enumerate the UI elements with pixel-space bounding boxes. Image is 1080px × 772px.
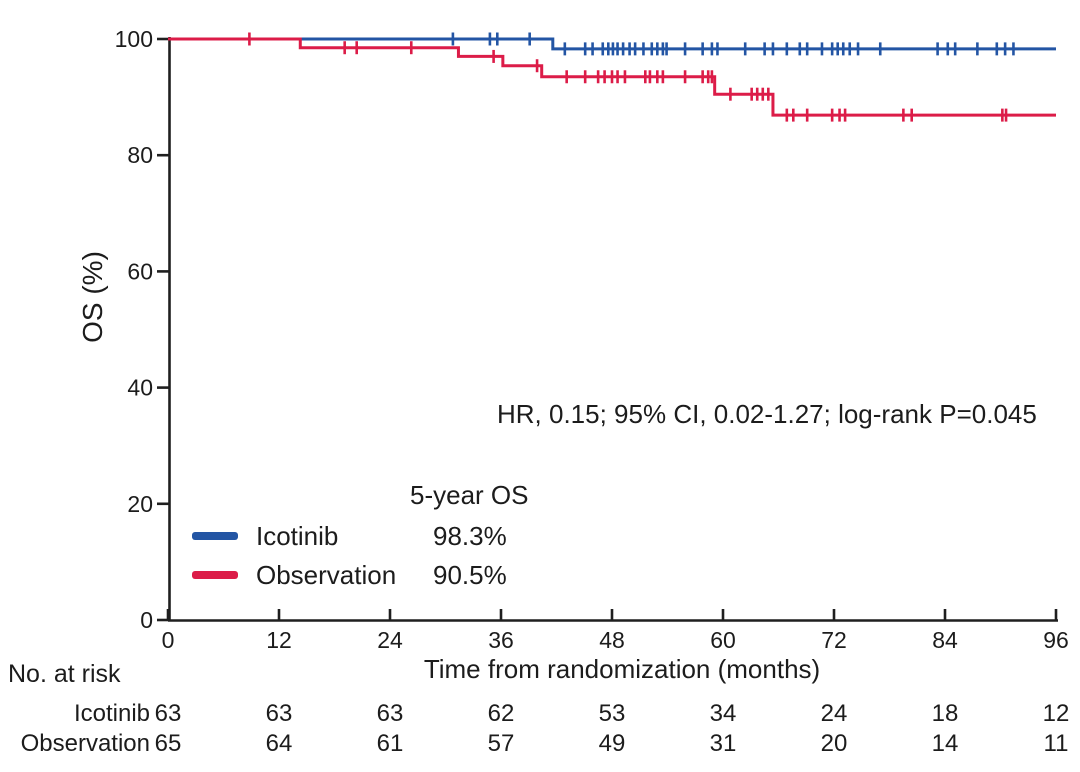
x-tick-label: 24: [377, 627, 403, 653]
y-tick-label: 60: [127, 258, 153, 284]
x-tick-label: 72: [821, 627, 847, 653]
risk-count: 63: [154, 700, 182, 727]
x-tick-label: 36: [488, 627, 514, 653]
censor-ticks-observation: [248, 32, 1008, 122]
legend-row-icotinib: Icotinib 98.3%: [192, 520, 507, 551]
risk-count: 57: [487, 730, 515, 757]
tick-labels: 0 20 40 60 80 100 0 12 24 36 48 60 72 84 96: [115, 26, 1069, 653]
risk-count: 14: [931, 730, 959, 757]
km-curve-observation: [168, 32, 1056, 122]
risk-count: 20: [820, 730, 848, 757]
legend-value-observation: 90.5%: [433, 559, 507, 590]
legend-label-observation: Observation: [256, 559, 397, 590]
x-tick-label: 96: [1043, 627, 1069, 653]
legend-value-icotinib: 98.3%: [433, 520, 507, 551]
y-tick-label: 0: [140, 607, 153, 633]
x-axis-title: Time from randomization (months): [423, 654, 821, 684]
legend-row-observation: Observation 90.5%: [192, 559, 507, 590]
y-tick-label: 80: [127, 142, 153, 168]
risk-count: 65: [154, 730, 182, 757]
icotinib-color-swatch: [192, 532, 238, 540]
x-tick-label: 0: [162, 627, 175, 653]
axes: [157, 37, 1058, 622]
risk-count: 24: [820, 700, 848, 727]
survival-line: [168, 37, 1056, 51]
y-tick-label: 20: [127, 491, 153, 517]
risk-count: 12: [1042, 700, 1070, 727]
risk-count: 61: [376, 730, 404, 757]
risk-count: 62: [487, 700, 515, 727]
risk-count: 64: [265, 730, 293, 757]
risk-table-title: No. at risk: [8, 660, 121, 688]
legend-header: 5-year OS: [410, 480, 529, 510]
y-tick-label: 100: [115, 26, 153, 52]
risk-count: 63: [265, 700, 293, 727]
x-tick-label: 60: [710, 627, 736, 653]
x-tick-label: 84: [932, 627, 958, 653]
y-tick-label: 40: [127, 375, 153, 401]
risk-row-label-observation: Observation: [20, 730, 150, 757]
x-tick-label: 48: [599, 627, 625, 653]
risk-row-label-icotinib: Icotinib: [73, 700, 150, 727]
risk-count: 18: [931, 700, 959, 727]
risk-count: 34: [709, 700, 737, 727]
hr-annotation: HR, 0.15; 95% CI, 0.02-1.27; log-rank P=…: [497, 399, 1037, 429]
risk-count: 49: [598, 730, 626, 757]
censor-ticks-icotinib: [451, 32, 1015, 56]
risk-count: 63: [376, 700, 404, 727]
risk-count: 31: [709, 730, 737, 757]
km-curve-icotinib: [168, 32, 1056, 56]
risk-count: 11: [1043, 730, 1069, 757]
legend-label-icotinib: Icotinib: [256, 520, 339, 551]
y-axis-title: OS (%): [77, 251, 108, 343]
risk-count: 53: [598, 700, 626, 727]
x-tick-label: 12: [266, 627, 292, 653]
observation-color-swatch: [192, 571, 238, 579]
